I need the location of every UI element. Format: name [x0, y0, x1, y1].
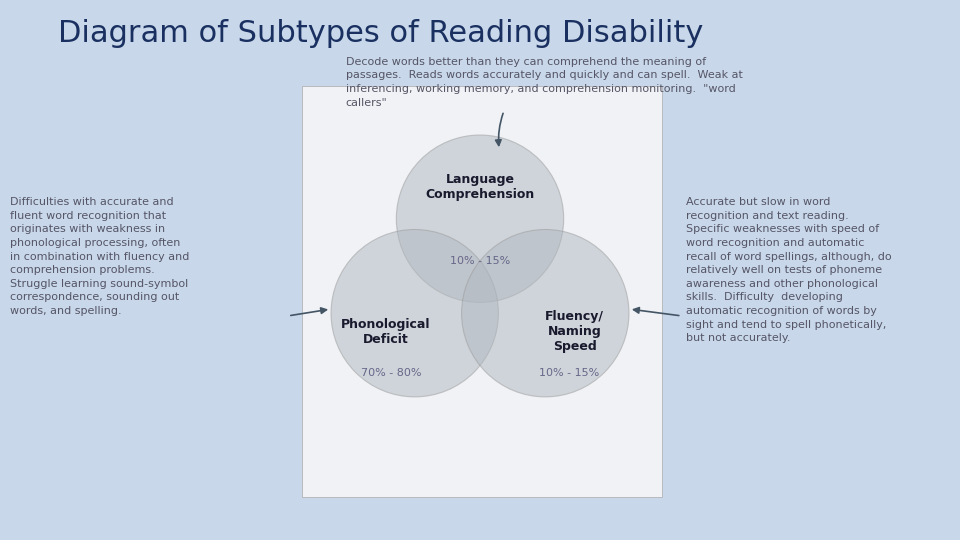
- Text: 70% - 80%: 70% - 80%: [361, 368, 421, 379]
- Text: Language
Comprehension: Language Comprehension: [425, 173, 535, 201]
- Text: 10% - 15%: 10% - 15%: [539, 368, 599, 379]
- Text: Diagram of Subtypes of Reading Disability: Diagram of Subtypes of Reading Disabilit…: [58, 19, 703, 48]
- Ellipse shape: [462, 230, 629, 397]
- Ellipse shape: [331, 230, 498, 397]
- Ellipse shape: [396, 135, 564, 302]
- Text: Decode words better than they can comprehend the meaning of
passages.  Reads wor: Decode words better than they can compre…: [346, 57, 742, 107]
- Text: 10% - 15%: 10% - 15%: [450, 255, 510, 266]
- Text: Fluency/
Naming
Speed: Fluency/ Naming Speed: [545, 310, 604, 353]
- FancyBboxPatch shape: [302, 86, 662, 497]
- Text: Phonological
Deficit: Phonological Deficit: [341, 318, 430, 346]
- Text: Difficulties with accurate and
fluent word recognition that
originates with weak: Difficulties with accurate and fluent wo…: [10, 197, 189, 316]
- Text: Accurate but slow in word
recognition and text reading.
Specific weaknesses with: Accurate but slow in word recognition an…: [686, 197, 892, 343]
